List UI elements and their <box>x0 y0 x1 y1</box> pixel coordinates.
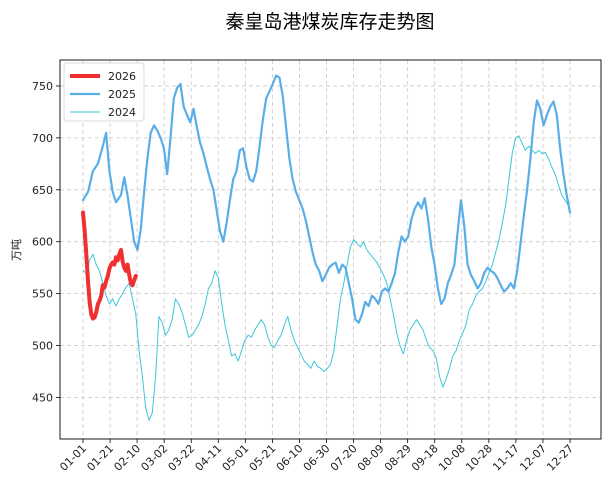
x-tick-label: 05-01 <box>220 442 252 474</box>
x-tick-label: 01-01 <box>57 442 89 474</box>
y-tick-label: 550 <box>32 288 53 301</box>
plot-frame <box>59 59 602 440</box>
x-tick-label: 12-07 <box>517 442 549 474</box>
grid <box>60 60 601 439</box>
legend-label-2024: 2024 <box>108 106 136 119</box>
y-tick-label: 750 <box>32 80 53 93</box>
x-tick-label: 01-21 <box>84 442 116 474</box>
x-tick-label: 08-09 <box>355 442 387 474</box>
x-tick-label: 02-10 <box>111 442 143 474</box>
x-tick-label: 10-08 <box>436 442 468 474</box>
y-tick-label: 450 <box>32 391 53 404</box>
y-tick-label: 700 <box>32 132 53 145</box>
legend-label-2026: 2026 <box>108 70 136 83</box>
x-tick-label: 06-30 <box>301 442 333 474</box>
y-axis-label: 万吨 <box>10 239 23 261</box>
y-tick-label: 650 <box>32 184 53 197</box>
chart-title: 秦皇岛港煤炭库存走势图 <box>225 11 434 33</box>
series-layer <box>81 74 572 421</box>
x-tick-label: 05-21 <box>247 442 279 474</box>
x-tick-label: 08-29 <box>382 442 414 474</box>
x-tick-label: 07-20 <box>328 442 360 474</box>
y-tick-label: 600 <box>32 236 53 249</box>
x-tick-label: 04-11 <box>193 442 225 474</box>
x-tick-label: 03-22 <box>166 442 198 474</box>
series-line-2026 <box>81 210 138 321</box>
x-tick-label: 09-18 <box>409 442 441 474</box>
y-axis: 450 500 550 600 650 700 750 <box>32 80 60 404</box>
series-line-2025 <box>81 74 572 324</box>
legend: 2026 2025 2024 <box>63 62 145 122</box>
x-tick-label: 03-02 <box>138 442 170 474</box>
x-axis: 01-0101-2102-1003-0203-2204-1105-0105-21… <box>57 439 576 474</box>
x-tick-label: 10-28 <box>463 442 495 474</box>
legend-label-2025: 2025 <box>108 88 136 101</box>
x-tick-label: 11-17 <box>490 442 522 474</box>
y-tick-label: 500 <box>32 340 53 353</box>
x-tick-label: 06-10 <box>274 442 306 474</box>
x-tick-label: 12-27 <box>544 442 576 474</box>
